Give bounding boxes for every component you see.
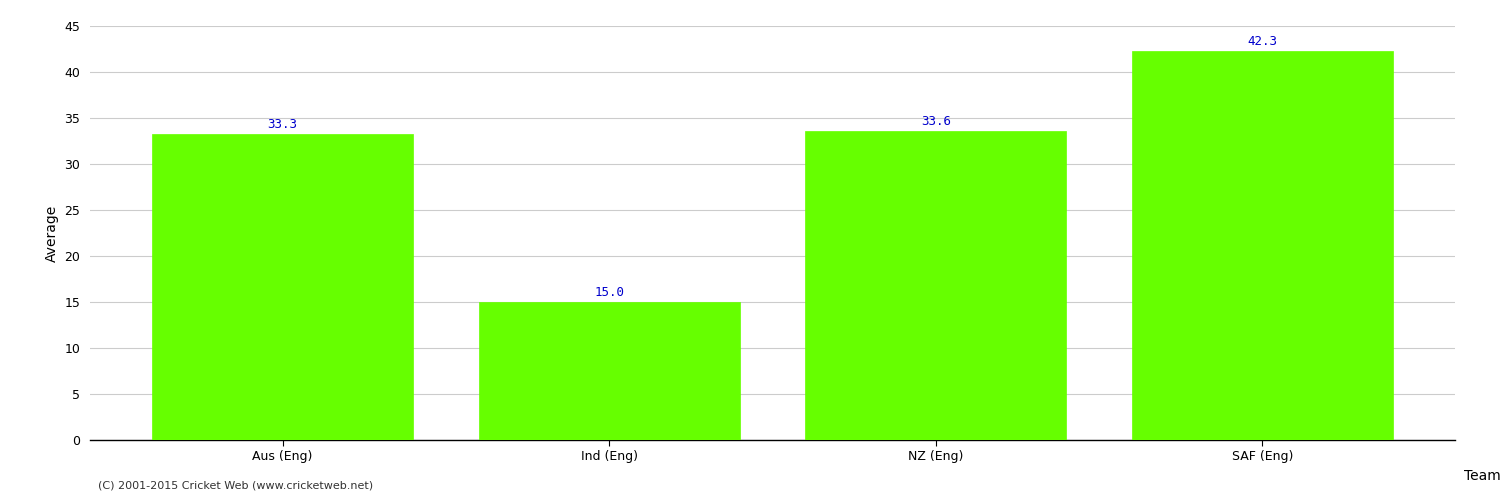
Text: 42.3: 42.3 [1248,35,1278,48]
Bar [478,302,740,440]
Text: 15.0: 15.0 [594,286,624,299]
X-axis label: Team: Team [1464,469,1500,483]
Text: 33.3: 33.3 [267,118,297,131]
Bar [1131,50,1394,440]
Y-axis label: Average: Average [45,204,58,262]
Bar [152,134,414,440]
Bar [806,131,1066,440]
Text: (C) 2001-2015 Cricket Web (www.cricketweb.net): (C) 2001-2015 Cricket Web (www.cricketwe… [98,480,372,490]
Text: 33.6: 33.6 [921,115,951,128]
